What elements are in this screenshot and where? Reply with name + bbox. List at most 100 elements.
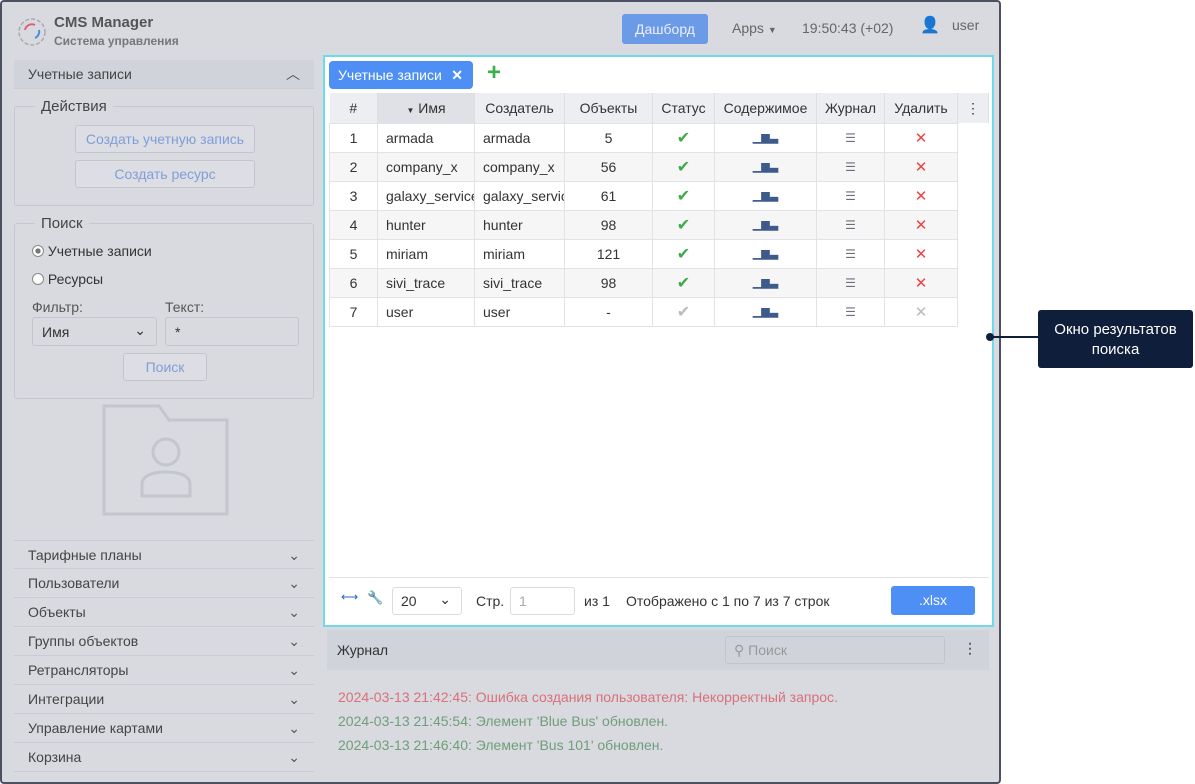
tab-accounts[interactable]: Учетные записи ✕ bbox=[329, 61, 473, 89]
tab-label: Учетные записи bbox=[338, 67, 442, 83]
page-input[interactable]: 1 bbox=[510, 587, 575, 615]
journal-list-icon[interactable]: ☰ bbox=[816, 209, 885, 240]
sidebar-item[interactable]: Пользователи ⌄ bbox=[14, 569, 314, 598]
column-header[interactable]: Содержимое bbox=[714, 93, 817, 123]
account-name[interactable]: hunter bbox=[377, 209, 475, 240]
search-button[interactable]: Поиск bbox=[123, 353, 207, 381]
creator: user bbox=[474, 296, 565, 327]
close-icon[interactable]: ✕ bbox=[451, 67, 463, 83]
table-row[interactable]: 2 company_x company_x 56 ✔ ▁▆▃ ☰ ✕ bbox=[329, 151, 989, 182]
journal-list-icon[interactable]: ☰ bbox=[816, 180, 885, 211]
more-icon[interactable]: ⋮ bbox=[963, 640, 977, 656]
objects-count: 5 bbox=[564, 122, 653, 153]
filter-select[interactable]: Имя ⌄ bbox=[32, 317, 157, 346]
row-number: 2 bbox=[329, 151, 378, 182]
account-name[interactable]: miriam bbox=[377, 238, 475, 269]
account-name[interactable]: company_x bbox=[377, 151, 475, 182]
content-chart-icon[interactable]: ▁▆▃ bbox=[714, 151, 817, 182]
table-row[interactable]: 5 miriam miriam 121 ✔ ▁▆▃ ☰ ✕ bbox=[329, 238, 989, 269]
journal-list-icon[interactable]: ☰ bbox=[816, 151, 885, 182]
clock: 19:50:43 (+02) bbox=[802, 20, 894, 36]
sidebar-item[interactable]: Группы объектов ⌄ bbox=[14, 627, 314, 656]
dashboard-button[interactable]: Дашборд bbox=[622, 14, 708, 44]
content-chart-icon[interactable]: ▁▆▃ bbox=[714, 122, 817, 153]
column-menu[interactable]: ⋮ bbox=[957, 93, 989, 123]
radio-resources[interactable]: Ресурсы bbox=[32, 271, 103, 287]
column-header[interactable]: # bbox=[329, 93, 378, 123]
delete-icon[interactable]: ✕ bbox=[884, 209, 958, 240]
sidebar-item[interactable]: Интеграции ⌄ bbox=[14, 685, 314, 714]
create-account-button[interactable]: Создать учетную запись bbox=[75, 125, 255, 153]
apps-menu[interactable]: Apps ▼ bbox=[732, 20, 777, 36]
journal-list-icon[interactable]: ☰ bbox=[816, 296, 885, 327]
table-row[interactable]: 3 galaxy_service galaxy_service 61 ✔ ▁▆▃… bbox=[329, 180, 989, 211]
status-check-icon: ✔ bbox=[652, 267, 715, 298]
sidebar-item[interactable]: Ретрансляторы ⌄ bbox=[14, 656, 314, 685]
create-resource-button[interactable]: Создать ресурс bbox=[75, 160, 255, 188]
status-check-icon: ✔ bbox=[652, 122, 715, 153]
filter-label: Фильтр: bbox=[32, 299, 83, 315]
text-input[interactable]: * bbox=[165, 317, 299, 346]
add-tab-icon[interactable]: + bbox=[487, 59, 502, 86]
delete-icon[interactable]: ✕ bbox=[884, 151, 958, 182]
column-header[interactable]: Статус bbox=[652, 93, 715, 123]
column-header[interactable]: Создатель bbox=[474, 93, 565, 123]
content-chart-icon[interactable]: ▁▆▃ bbox=[714, 180, 817, 211]
column-label: Создатель bbox=[485, 99, 554, 116]
delete-icon[interactable]: ✕ bbox=[884, 296, 958, 327]
export-xlsx-button[interactable]: .xlsx bbox=[891, 586, 975, 615]
account-name[interactable]: user bbox=[377, 296, 475, 327]
callout-dot bbox=[986, 333, 994, 341]
table-row[interactable]: 4 hunter hunter 98 ✔ ▁▆▃ ☰ ✕ bbox=[329, 209, 989, 240]
column-header[interactable]: Журнал bbox=[816, 93, 885, 123]
table-footer: ⟷ 🔧 20 ⌄ Стр. 1 из 1 Отображено с 1 по 7 … bbox=[329, 577, 989, 623]
app-window: CMS Manager Система управления Дашборд A… bbox=[0, 0, 1001, 784]
content-chart-icon[interactable]: ▁▆▃ bbox=[714, 209, 817, 240]
content-chart-icon[interactable]: ▁▆▃ bbox=[714, 238, 817, 269]
table-row[interactable]: 6 sivi_trace sivi_trace 98 ✔ ▁▆▃ ☰ ✕ bbox=[329, 267, 989, 298]
column-header[interactable]: Удалить bbox=[884, 93, 958, 123]
page-total: из 1 bbox=[584, 593, 610, 609]
journal-list-icon[interactable]: ☰ bbox=[816, 238, 885, 269]
delete-icon[interactable]: ✕ bbox=[884, 122, 958, 153]
search-placeholder: Поиск bbox=[748, 642, 787, 658]
account-name[interactable]: galaxy_service bbox=[377, 180, 475, 211]
sidebar-item[interactable]: Корзина ⌄ bbox=[14, 743, 314, 772]
sidebar-item[interactable]: Управление картами ⌄ bbox=[14, 714, 314, 743]
resize-columns-icon[interactable]: ⟷ bbox=[341, 590, 359, 604]
sidebar-item[interactable]: Тарифные планы ⌄ bbox=[14, 540, 314, 569]
callout: Окно результатов поиска bbox=[1038, 310, 1193, 368]
column-header[interactable]: ▼ Имя bbox=[377, 93, 475, 123]
row-number: 4 bbox=[329, 209, 378, 240]
journal-search-input[interactable]: ⚲ Поиск bbox=[725, 636, 945, 664]
user-icon[interactable]: 👤 bbox=[920, 17, 940, 34]
accordion-accounts[interactable]: Учетные записи ︿ bbox=[14, 60, 314, 89]
sidebar-item-label: Корзина bbox=[28, 749, 82, 765]
sidebar-item-label: Тарифные планы bbox=[28, 547, 142, 563]
journal-list-icon[interactable]: ☰ bbox=[816, 267, 885, 298]
sidebar-item-label: Пользователи bbox=[28, 575, 120, 591]
table-row[interactable]: 7 user user - ✔ ▁▆▃ ☰ ✕ bbox=[329, 296, 989, 327]
page-size-select[interactable]: 20 ⌄ bbox=[392, 587, 462, 615]
sidebar-item[interactable]: Объекты ⌄ bbox=[14, 598, 314, 627]
user-name[interactable]: user bbox=[952, 17, 980, 33]
column-header[interactable]: Объекты bbox=[564, 93, 653, 123]
wrench-icon[interactable]: 🔧 bbox=[367, 590, 384, 605]
account-name[interactable]: sivi_trace bbox=[377, 267, 475, 298]
content-chart-icon[interactable]: ▁▆▃ bbox=[714, 267, 817, 298]
status-check-icon: ✔ bbox=[652, 151, 715, 182]
sidebar-item-label: Группы объектов bbox=[28, 633, 139, 649]
content-chart-icon[interactable]: ▁▆▃ bbox=[714, 296, 817, 327]
delete-icon[interactable]: ✕ bbox=[884, 180, 958, 211]
delete-icon[interactable]: ✕ bbox=[884, 267, 958, 298]
search-icon: ⚲ bbox=[734, 642, 745, 658]
column-label: Содержимое bbox=[723, 99, 808, 116]
filter-value: Имя bbox=[42, 324, 70, 340]
radio-accounts[interactable]: Учетные записи bbox=[32, 243, 152, 259]
table-row[interactable]: 1 armada armada 5 ✔ ▁▆▃ ☰ ✕ bbox=[329, 122, 989, 153]
objects-count: 61 bbox=[564, 180, 653, 211]
journal-list-icon[interactable]: ☰ bbox=[816, 122, 885, 153]
account-name[interactable]: armada bbox=[377, 122, 475, 153]
delete-icon[interactable]: ✕ bbox=[884, 238, 958, 269]
objects-count: 98 bbox=[564, 267, 653, 298]
